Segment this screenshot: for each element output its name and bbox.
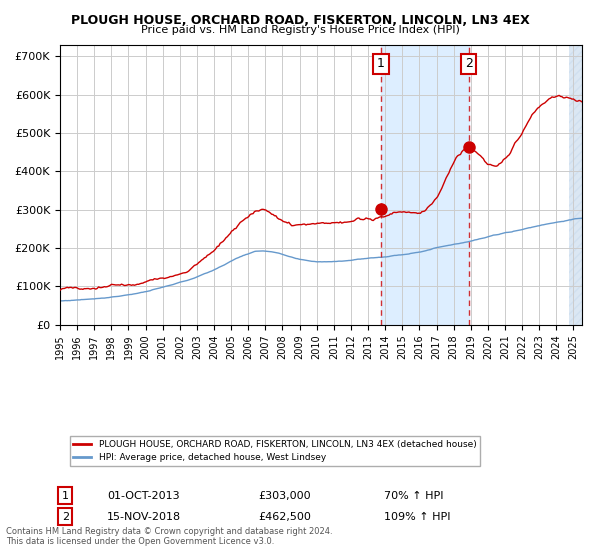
Text: 70% ↑ HPI: 70% ↑ HPI — [383, 491, 443, 501]
Text: 1: 1 — [62, 491, 69, 501]
Text: 2: 2 — [62, 512, 69, 521]
Text: 15-NOV-2018: 15-NOV-2018 — [107, 512, 181, 521]
Text: 01-OCT-2013: 01-OCT-2013 — [107, 491, 179, 501]
Text: Contains HM Land Registry data © Crown copyright and database right 2024.
This d: Contains HM Land Registry data © Crown c… — [6, 526, 332, 546]
Text: £303,000: £303,000 — [259, 491, 311, 501]
Text: PLOUGH HOUSE, ORCHARD ROAD, FISKERTON, LINCOLN, LN3 4EX: PLOUGH HOUSE, ORCHARD ROAD, FISKERTON, L… — [71, 14, 529, 27]
Bar — [381, 45, 469, 325]
Text: £462,500: £462,500 — [259, 512, 311, 521]
Text: 109% ↑ HPI: 109% ↑ HPI — [383, 512, 450, 521]
Text: 2: 2 — [465, 58, 473, 71]
Legend: PLOUGH HOUSE, ORCHARD ROAD, FISKERTON, LINCOLN, LN3 4EX (detached house), HPI: A: PLOUGH HOUSE, ORCHARD ROAD, FISKERTON, L… — [70, 436, 480, 466]
Text: 1: 1 — [377, 58, 385, 71]
Text: Price paid vs. HM Land Registry's House Price Index (HPI): Price paid vs. HM Land Registry's House … — [140, 25, 460, 35]
Bar — [569, 45, 590, 325]
